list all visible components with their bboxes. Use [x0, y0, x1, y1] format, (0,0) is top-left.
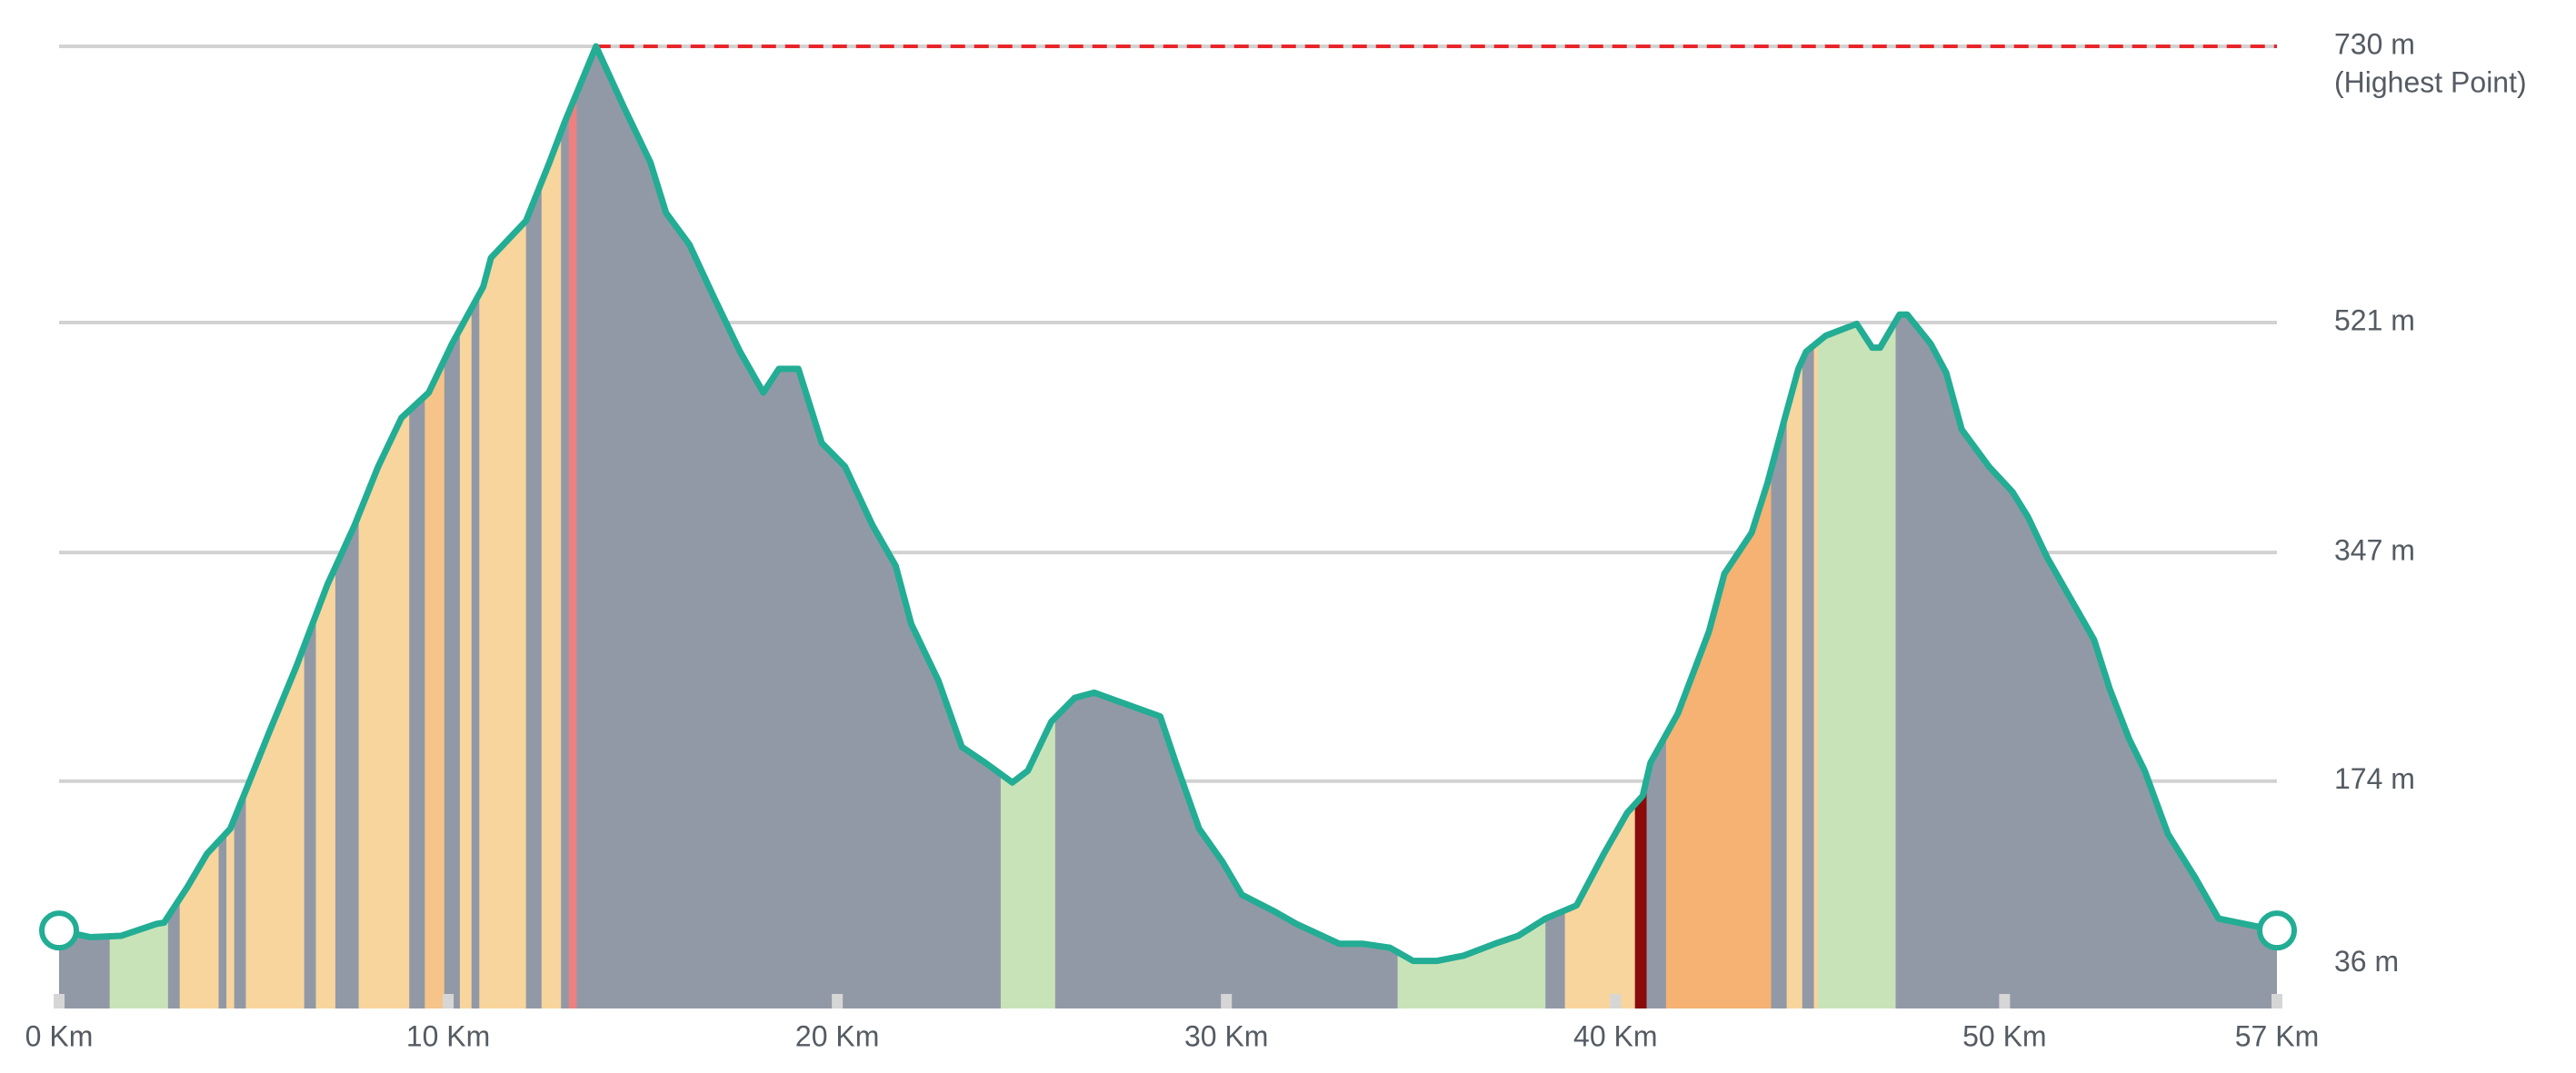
slope-segment — [1634, 46, 1648, 1008]
slope-segment — [1802, 46, 1815, 1008]
slope-segment — [59, 46, 111, 1008]
slope-segment — [218, 46, 227, 1008]
x-tick-mark — [54, 994, 65, 1008]
slope-segment — [1771, 46, 1788, 1008]
slope-segment — [1895, 46, 2277, 1008]
slope-segment — [1813, 46, 1819, 1008]
elevation-line — [58, 43, 2278, 965]
x-tick-label: 40 Km — [1573, 1019, 1657, 1052]
x-tick-mark — [443, 994, 454, 1008]
y-tick-label: 347 m — [2334, 534, 2415, 567]
x-tick-label: 10 Km — [406, 1019, 490, 1052]
slope-segment — [226, 46, 235, 1008]
x-tick-mark — [1999, 994, 2011, 1008]
slope-segment — [409, 46, 425, 1008]
slope-segment — [424, 46, 445, 1008]
slope-segment — [471, 46, 480, 1008]
x-tick-label: 20 Km — [795, 1019, 879, 1052]
x-tick-mark — [832, 994, 844, 1008]
slope-segment — [459, 46, 473, 1008]
slope-segment — [234, 46, 247, 1008]
endpoint — [39, 910, 79, 951]
slope-segment — [576, 46, 1002, 1008]
x-tick-label: 30 Km — [1184, 1019, 1268, 1052]
slope-segment — [109, 46, 169, 1008]
slope-segment — [1000, 46, 1056, 1008]
slope-segment — [304, 46, 317, 1008]
slope-segment — [358, 46, 410, 1008]
slope-segment — [1817, 46, 1897, 1008]
labels: 36 m 174 m 347 m 521 m 730 m 0 Km 10 Km 20 Km 30… — [25, 27, 2527, 1052]
slope-segment — [1786, 46, 1803, 1008]
slope-segment — [561, 46, 570, 1008]
slope-segment — [1646, 46, 1667, 1008]
x-tick-label: 57 Km — [2235, 1019, 2319, 1052]
slope-segment — [315, 46, 336, 1008]
slope-segment — [525, 46, 543, 1008]
x-tick-mark — [1610, 994, 1622, 1008]
slope-segment — [568, 46, 577, 1008]
endpoint — [2257, 910, 2297, 951]
x-tick-mark — [2271, 994, 2282, 1008]
segment-fills — [59, 46, 2277, 1008]
slope-segment — [541, 46, 562, 1008]
x-tick-mark — [1221, 994, 1233, 1008]
slope-segment — [1397, 46, 1546, 1008]
slope-segment — [444, 46, 461, 1008]
slope-segment — [1545, 46, 1566, 1008]
y-tick-label: 36 m — [2334, 945, 2399, 978]
profile — [39, 43, 2297, 1008]
y-tick-label: 521 m — [2334, 303, 2415, 336]
slope-segment — [167, 46, 181, 1008]
slope-segment — [245, 46, 305, 1008]
x-tick-label: 0 Km — [25, 1019, 94, 1052]
y-tick-label: 174 m — [2334, 762, 2415, 795]
y-tick-label: 730 m — [2334, 27, 2415, 60]
x-tick-label: 50 Km — [1962, 1019, 2046, 1052]
peak-annotation: (Highest Point) — [2334, 65, 2527, 98]
slope-segment — [479, 46, 527, 1008]
